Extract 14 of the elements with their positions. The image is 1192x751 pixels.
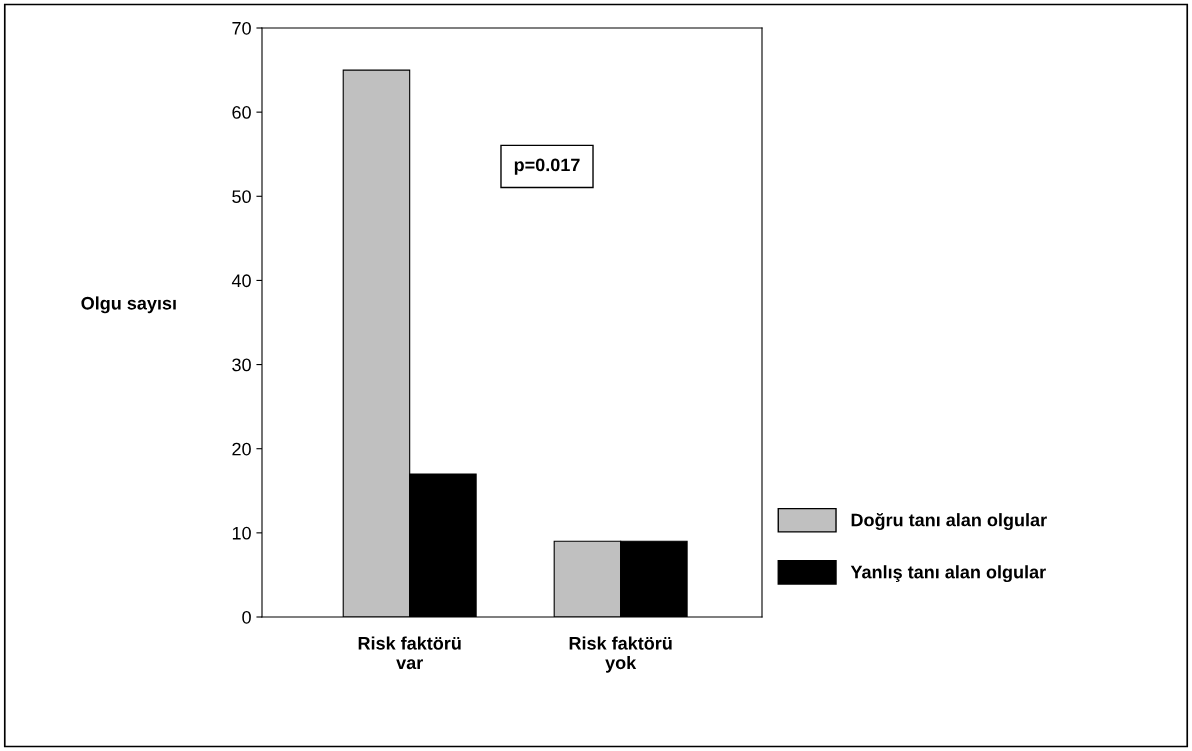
legend-label: Doğru tanı alan olgular [851,512,1047,531]
y-tick-label: 40 [231,274,251,288]
y-tick-label: 0 [242,610,251,624]
legend-label: Yanlış tanı alan olgular [850,565,1046,583]
x-tick-label: Risk faktörü var [358,636,461,670]
x-tick-label: Risk faktörü yok [569,636,672,673]
y-tick-label: 70 [232,21,251,35]
y-tick-label: 10 [232,526,251,540]
y-tick-label: 50 [232,190,251,204]
y-axis-title: Olgu sayısı [81,296,176,314]
annotation: p=0.017 [514,158,580,175]
y-tick-label: 60 [232,106,251,119]
y-tick-label: 20 [232,442,251,456]
y-tick-label: 30 [232,358,251,372]
